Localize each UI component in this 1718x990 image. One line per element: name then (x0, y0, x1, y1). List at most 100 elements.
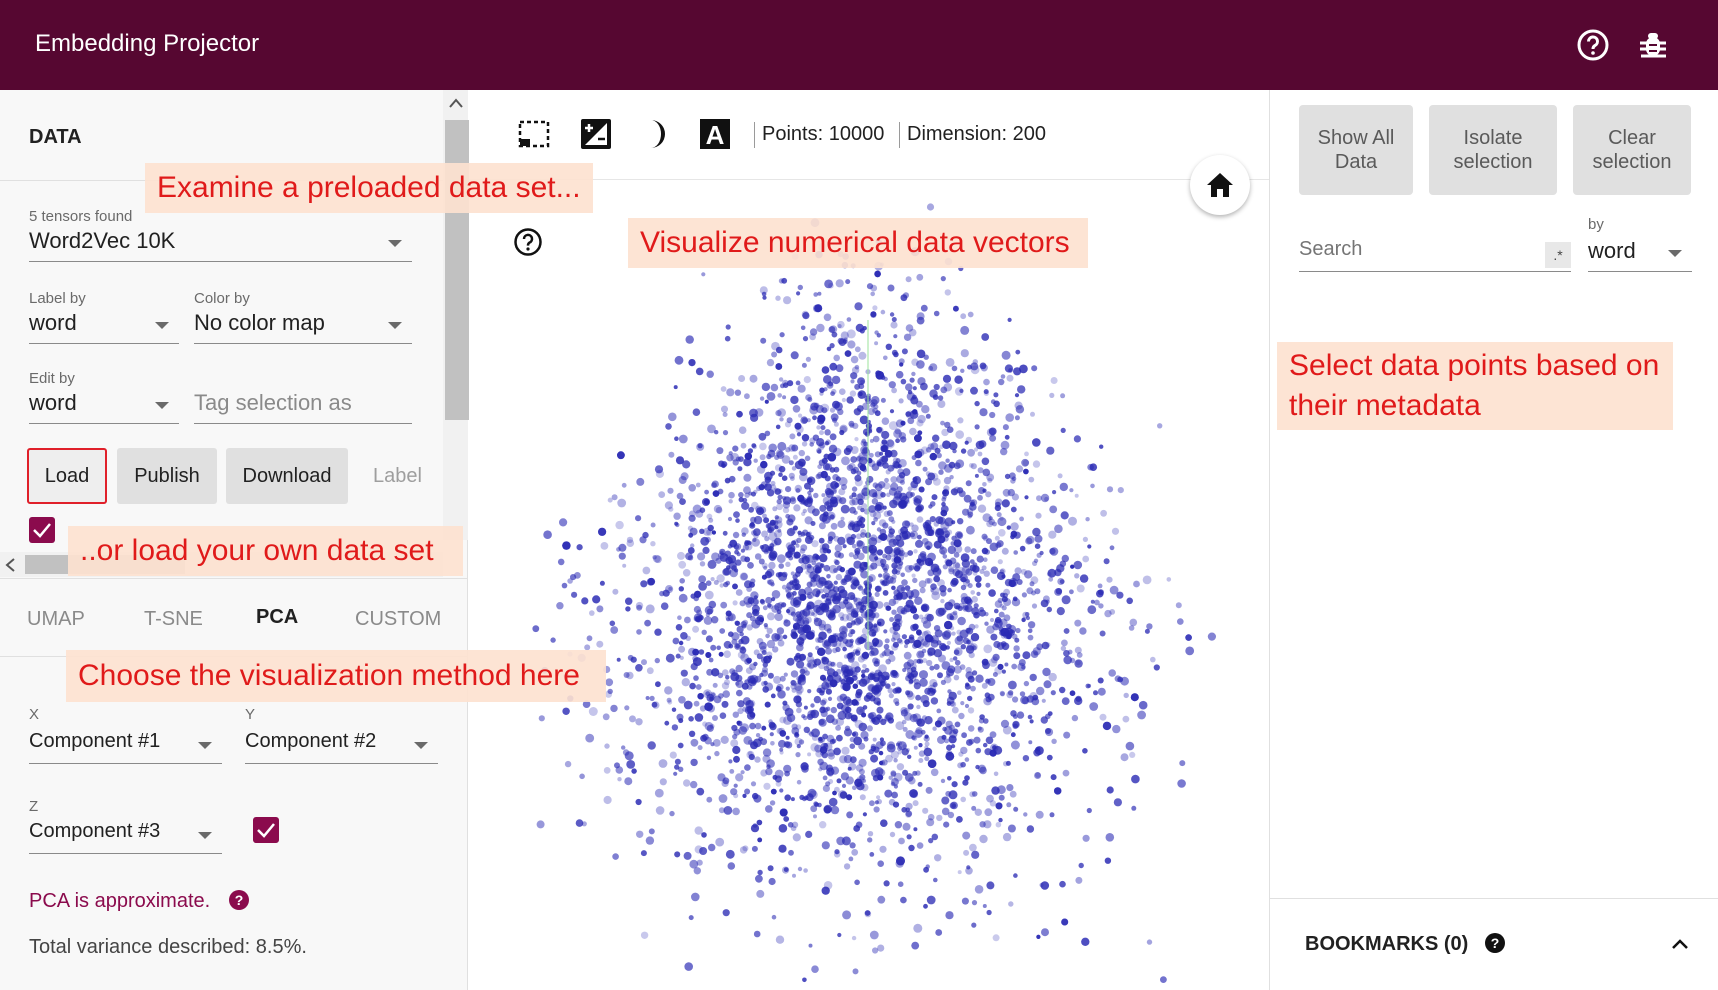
embedding-point[interactable] (902, 822, 911, 831)
embedding-point[interactable] (817, 647, 826, 656)
embedding-point[interactable] (742, 793, 747, 799)
embedding-point[interactable] (690, 758, 698, 767)
embedding-point[interactable] (849, 390, 857, 397)
embedding-point[interactable] (1015, 405, 1025, 414)
embedding-point[interactable] (938, 461, 947, 470)
embedding-point[interactable] (745, 667, 753, 674)
embedding-point[interactable] (645, 604, 655, 614)
embedding-point[interactable] (1004, 473, 1011, 480)
embedding-point[interactable] (873, 517, 878, 522)
embedding-point[interactable] (971, 607, 980, 616)
embedding-point[interactable] (1019, 364, 1028, 374)
embedding-point[interactable] (770, 582, 775, 587)
embedding-point[interactable] (928, 838, 934, 844)
embedding-point[interactable] (985, 491, 992, 498)
embedding-point[interactable] (790, 351, 799, 360)
embedding-point[interactable] (794, 571, 801, 577)
embedding-point[interactable] (812, 415, 817, 421)
embedding-point[interactable] (982, 513, 992, 522)
embedding-point[interactable] (876, 798, 882, 805)
embedding-point[interactable] (954, 531, 964, 540)
embedding-point[interactable] (830, 706, 837, 714)
embedding-point[interactable] (776, 554, 786, 564)
embedding-point[interactable] (888, 693, 894, 699)
embedding-point[interactable] (897, 638, 903, 644)
embedding-point[interactable] (635, 515, 642, 522)
embedding-point[interactable] (885, 658, 891, 665)
embedding-point[interactable] (890, 482, 899, 491)
label-button[interactable]: Label (373, 465, 422, 487)
embedding-point[interactable] (898, 432, 906, 440)
embedding-point[interactable] (1069, 488, 1074, 493)
embedding-point[interactable] (861, 669, 866, 675)
embedding-point[interactable] (1027, 634, 1034, 641)
embedding-point[interactable] (859, 708, 864, 713)
embedding-point[interactable] (848, 520, 856, 528)
embedding-point[interactable] (658, 491, 666, 498)
embedding-point[interactable] (817, 443, 825, 451)
embedding-point[interactable] (1179, 760, 1186, 767)
embedding-point[interactable] (940, 598, 945, 604)
embedding-point[interactable] (562, 541, 571, 550)
embedding-point[interactable] (841, 456, 850, 466)
embedding-point[interactable] (892, 632, 901, 641)
embedding-point[interactable] (979, 834, 988, 844)
embedding-point[interactable] (605, 678, 614, 687)
embedding-point[interactable] (732, 745, 741, 755)
embedding-point[interactable] (697, 443, 703, 449)
embedding-point[interactable] (922, 715, 927, 721)
embedding-point[interactable] (953, 602, 961, 610)
embedding-point[interactable] (836, 778, 842, 784)
embedding-point[interactable] (974, 473, 979, 478)
embedding-point[interactable] (935, 528, 943, 536)
embedding-point[interactable] (678, 434, 688, 444)
embedding-point[interactable] (912, 770, 918, 776)
embedding-point[interactable] (967, 707, 975, 714)
embedding-point[interactable] (962, 508, 970, 516)
embedding-point[interactable] (913, 827, 918, 832)
embedding-point[interactable] (1001, 596, 1008, 603)
embedding-point[interactable] (804, 616, 812, 624)
embedding-point[interactable] (825, 595, 831, 602)
embedding-point[interactable] (704, 489, 709, 495)
embedding-point[interactable] (887, 687, 894, 694)
embedding-point[interactable] (839, 625, 848, 635)
embedding-point[interactable] (825, 714, 835, 724)
embedding-point[interactable] (877, 621, 882, 626)
embedding-point[interactable] (862, 812, 867, 817)
embedding-point[interactable] (805, 554, 814, 564)
embedding-point[interactable] (753, 649, 760, 656)
embedding-point[interactable] (854, 719, 863, 729)
embedding-point[interactable] (818, 719, 825, 726)
embedding-point[interactable] (960, 313, 967, 320)
embedding-point[interactable] (960, 761, 966, 768)
embedding-point[interactable] (830, 522, 838, 530)
embedding-point[interactable] (825, 688, 832, 695)
embedding-point[interactable] (874, 451, 881, 458)
embedding-point[interactable] (959, 664, 966, 670)
embedding-point[interactable] (898, 550, 904, 556)
embedding-point[interactable] (896, 605, 905, 614)
embedding-point[interactable] (996, 571, 1006, 581)
embedding-point[interactable] (722, 777, 730, 785)
embedding-point[interactable] (856, 540, 864, 547)
embedding-point[interactable] (671, 707, 677, 712)
embedding-point[interactable] (763, 549, 769, 555)
embedding-point[interactable] (1019, 545, 1026, 552)
embedding-point[interactable] (930, 583, 937, 590)
embedding-point[interactable] (903, 661, 912, 670)
embedding-point[interactable] (693, 700, 700, 707)
embedding-point[interactable] (705, 691, 711, 697)
embedding-point[interactable] (908, 680, 913, 685)
embedding-point[interactable] (1040, 881, 1050, 890)
embedding-point[interactable] (807, 531, 812, 536)
embedding-point[interactable] (986, 881, 995, 890)
embedding-point[interactable] (861, 588, 868, 596)
embedding-point[interactable] (753, 528, 761, 536)
embedding-point[interactable] (1031, 365, 1038, 372)
embedding-point[interactable] (857, 377, 866, 386)
embedding-point[interactable] (817, 636, 824, 643)
embedding-point[interactable] (652, 701, 660, 709)
embedding-point[interactable] (796, 744, 801, 749)
embedding-point[interactable] (874, 639, 883, 648)
